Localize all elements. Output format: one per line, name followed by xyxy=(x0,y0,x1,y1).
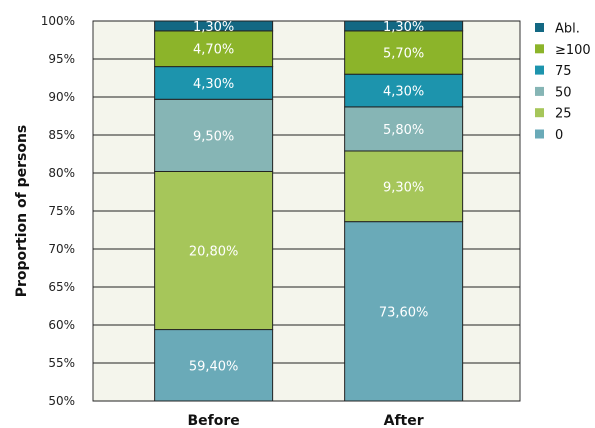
legend-label: 25 xyxy=(555,107,572,122)
legend-label: 75 xyxy=(555,64,572,79)
y-tick-label: 100% xyxy=(41,14,75,28)
y-tick-label: 65% xyxy=(48,280,75,294)
data-label: 5,70% xyxy=(383,47,424,62)
data-label: 5,80% xyxy=(383,123,424,138)
x-axis-categories: Before After xyxy=(187,413,423,428)
legend-swatch xyxy=(535,65,544,75)
legend-label: 0 xyxy=(555,128,563,143)
x-category-label: After xyxy=(384,413,424,428)
bar-segment xyxy=(344,73,464,108)
data-label: 4,70% xyxy=(193,43,234,58)
y-axis-ticks: 50% 55% 60% 65% 70% 75% 80% 85% 90% 95% 100% xyxy=(41,14,75,408)
bar-segment xyxy=(154,20,274,32)
bar-segment xyxy=(154,98,274,172)
legend-swatch xyxy=(535,86,544,96)
data-label: 59,40% xyxy=(189,359,239,374)
legend-label: 50 xyxy=(555,85,572,100)
data-label: 4,30% xyxy=(193,77,234,92)
y-tick-label: 75% xyxy=(48,204,75,218)
y-tick-label: 50% xyxy=(48,394,75,408)
bar-segment xyxy=(344,150,464,223)
bar-segment xyxy=(154,30,274,68)
legend-swatch xyxy=(535,44,544,54)
legend-label: Abl. xyxy=(555,22,580,37)
y-tick-label: 85% xyxy=(48,128,75,142)
bar-segment xyxy=(344,20,464,32)
y-tick-label: 60% xyxy=(48,318,75,332)
data-label: 20,80% xyxy=(189,245,239,260)
data-label: 4,30% xyxy=(383,85,424,100)
bar-segment xyxy=(154,329,274,402)
legend-swatch xyxy=(535,23,544,32)
bar-segment xyxy=(344,106,464,152)
bar-segment xyxy=(154,170,274,331)
legend-swatch xyxy=(535,129,544,139)
legend-swatch xyxy=(535,108,544,118)
bar-segment xyxy=(344,30,464,75)
data-label: 1,30% xyxy=(383,20,424,35)
y-axis-title: Proportion of persons xyxy=(14,125,30,298)
data-label: 9,50% xyxy=(193,129,234,144)
bars: 59,40% 20,80% 9,50% 4,30% 4,70% 1,30% 73,60% 9,… xyxy=(154,20,464,402)
y-tick-label: 55% xyxy=(48,356,75,370)
data-label: 9,30% xyxy=(383,180,424,195)
x-category-label: Before xyxy=(187,413,239,428)
bar-segment xyxy=(344,221,464,402)
data-label: 1,30% xyxy=(193,20,234,35)
y-tick-label: 80% xyxy=(48,166,75,180)
y-tick-label: 70% xyxy=(48,242,75,256)
legend-label: ≥100 xyxy=(555,43,591,58)
legend: Abl. ≥100 75 50 25 0 xyxy=(535,22,591,143)
data-label: 73,60% xyxy=(379,305,429,320)
y-tick-label: 95% xyxy=(48,52,75,66)
bar-segment xyxy=(154,66,274,100)
y-tick-label: 90% xyxy=(48,90,75,104)
